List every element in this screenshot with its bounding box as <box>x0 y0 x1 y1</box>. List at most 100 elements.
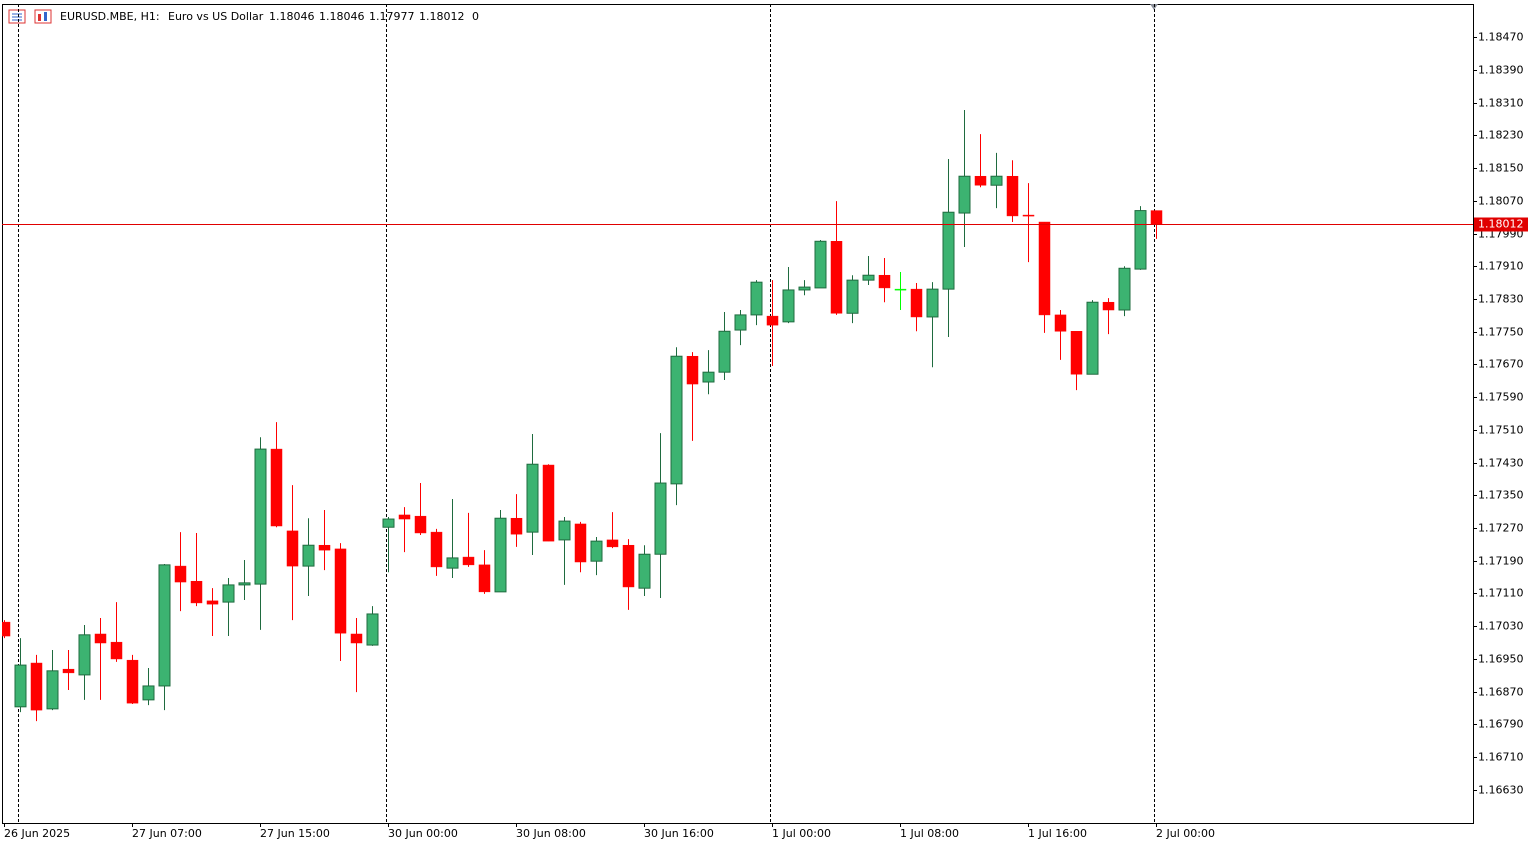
candle-body <box>638 553 651 589</box>
candle-body <box>190 580 203 604</box>
candle-body <box>430 531 443 568</box>
header-open: 1.18046 <box>269 10 315 23</box>
y-tick-label: 1.17510 <box>1478 424 1524 437</box>
candle-body <box>46 670 59 710</box>
candle-body <box>894 288 907 291</box>
y-tick-label: 1.17030 <box>1478 620 1524 633</box>
y-tick-label: 1.17830 <box>1478 293 1524 306</box>
candle-body <box>910 288 923 318</box>
plot <box>2 4 1473 823</box>
header-extra: 0 <box>472 10 479 23</box>
y-tick-label: 1.18230 <box>1478 129 1524 142</box>
candle-body <box>990 175 1003 186</box>
candle-body <box>14 664 27 708</box>
candle-body <box>766 315 779 326</box>
y-tick-label: 1.17270 <box>1478 522 1524 535</box>
header-low: 1.17977 <box>369 10 415 23</box>
y-tick-label: 1.17430 <box>1478 457 1524 470</box>
candle-body <box>814 240 827 289</box>
candle-body <box>1070 331 1083 375</box>
candle-body <box>270 448 283 527</box>
y-tick-label: 1.17750 <box>1478 326 1524 339</box>
candle-body <box>718 330 731 373</box>
price-label: 1.18012 <box>1478 218 1524 231</box>
y-tick-label: 1.17910 <box>1478 260 1524 273</box>
x-tick-label: 1 Jul 00:00 <box>772 827 831 840</box>
candle-body <box>1022 214 1035 217</box>
y-tick-label: 1.17190 <box>1478 555 1524 568</box>
x-tick-label: 30 Jun 16:00 <box>644 827 714 840</box>
candle-body <box>702 371 715 383</box>
icons <box>8 9 52 24</box>
x-tick-label: 1 Jul 08:00 <box>900 827 959 840</box>
candle-body <box>158 564 171 687</box>
candle-body <box>686 355 699 385</box>
candle-body <box>1134 210 1147 270</box>
candle-body <box>2 621 11 637</box>
candle-body <box>366 613 379 646</box>
y-tick-label: 1.17110 <box>1478 587 1524 600</box>
candle-body <box>254 448 267 585</box>
plot-frame <box>2 4 1474 824</box>
candle-body <box>830 241 843 314</box>
candle-body <box>94 633 107 644</box>
candle-body <box>30 662 43 711</box>
candle-body <box>1102 301 1115 311</box>
header-high: 1.18046 <box>319 10 365 23</box>
header: EURUSD.MBE, H1: Euro vs US Dollar 1.1804… <box>60 10 479 23</box>
description: Euro vs US Dollar <box>168 10 264 23</box>
y-tick-label: 1.16790 <box>1478 718 1524 731</box>
y-tick-label: 1.17670 <box>1478 358 1524 371</box>
icon-bar <box>38 14 41 21</box>
y-tick-label: 1.16870 <box>1478 686 1524 699</box>
candle-body <box>734 314 747 331</box>
price-label-box <box>1474 217 1528 232</box>
candle-body <box>302 544 315 567</box>
candle-body <box>414 515 427 534</box>
candle-body <box>878 274 891 289</box>
candle-body <box>670 355 683 485</box>
x-tick-label: 26 Jun 2025 <box>4 827 70 840</box>
candle-body <box>1118 267 1131 311</box>
candle-body <box>446 557 459 569</box>
candle-body <box>606 539 619 548</box>
candle-body <box>478 564 491 593</box>
x-tick-label: 30 Jun 08:00 <box>516 827 586 840</box>
candle-body <box>462 556 475 566</box>
candle-body <box>574 523 587 563</box>
y-tick-label: 1.18070 <box>1478 195 1524 208</box>
y-tick-label: 1.16950 <box>1478 653 1524 666</box>
y-tick-label: 1.18390 <box>1478 64 1524 77</box>
candle-body <box>974 175 987 186</box>
y-tick-label: 1.16630 <box>1478 784 1524 797</box>
candle-body <box>958 175 971 214</box>
candle-body <box>926 288 939 318</box>
y-tick-label: 1.18310 <box>1478 97 1524 110</box>
candle-body <box>126 659 139 704</box>
candle-body <box>78 634 91 676</box>
candle-body <box>110 641 123 660</box>
candle-body <box>510 517 523 535</box>
candle-body <box>1086 301 1099 375</box>
candle-body <box>542 464 555 542</box>
candle-body <box>558 520 571 541</box>
x-tick-label: 2 Jul 00:00 <box>1156 827 1215 840</box>
candle-body <box>222 584 235 603</box>
y-tick-label: 1.16710 <box>1478 751 1524 764</box>
x-tick-label: 27 Jun 07:00 <box>132 827 202 840</box>
candle-body <box>1150 210 1163 225</box>
candle-body <box>622 544 635 588</box>
candle-body <box>526 463 539 533</box>
symbol: EURUSD.MBE, H1: <box>60 10 160 23</box>
x-tick-label: 27 Jun 15:00 <box>260 827 330 840</box>
candle-body <box>350 633 363 644</box>
candle-body <box>238 582 251 586</box>
candle-body <box>782 289 795 323</box>
icon-bar <box>44 12 47 21</box>
y-tick-label: 1.18470 <box>1478 31 1524 44</box>
candle-body <box>494 517 507 593</box>
candle-body <box>334 548 347 634</box>
